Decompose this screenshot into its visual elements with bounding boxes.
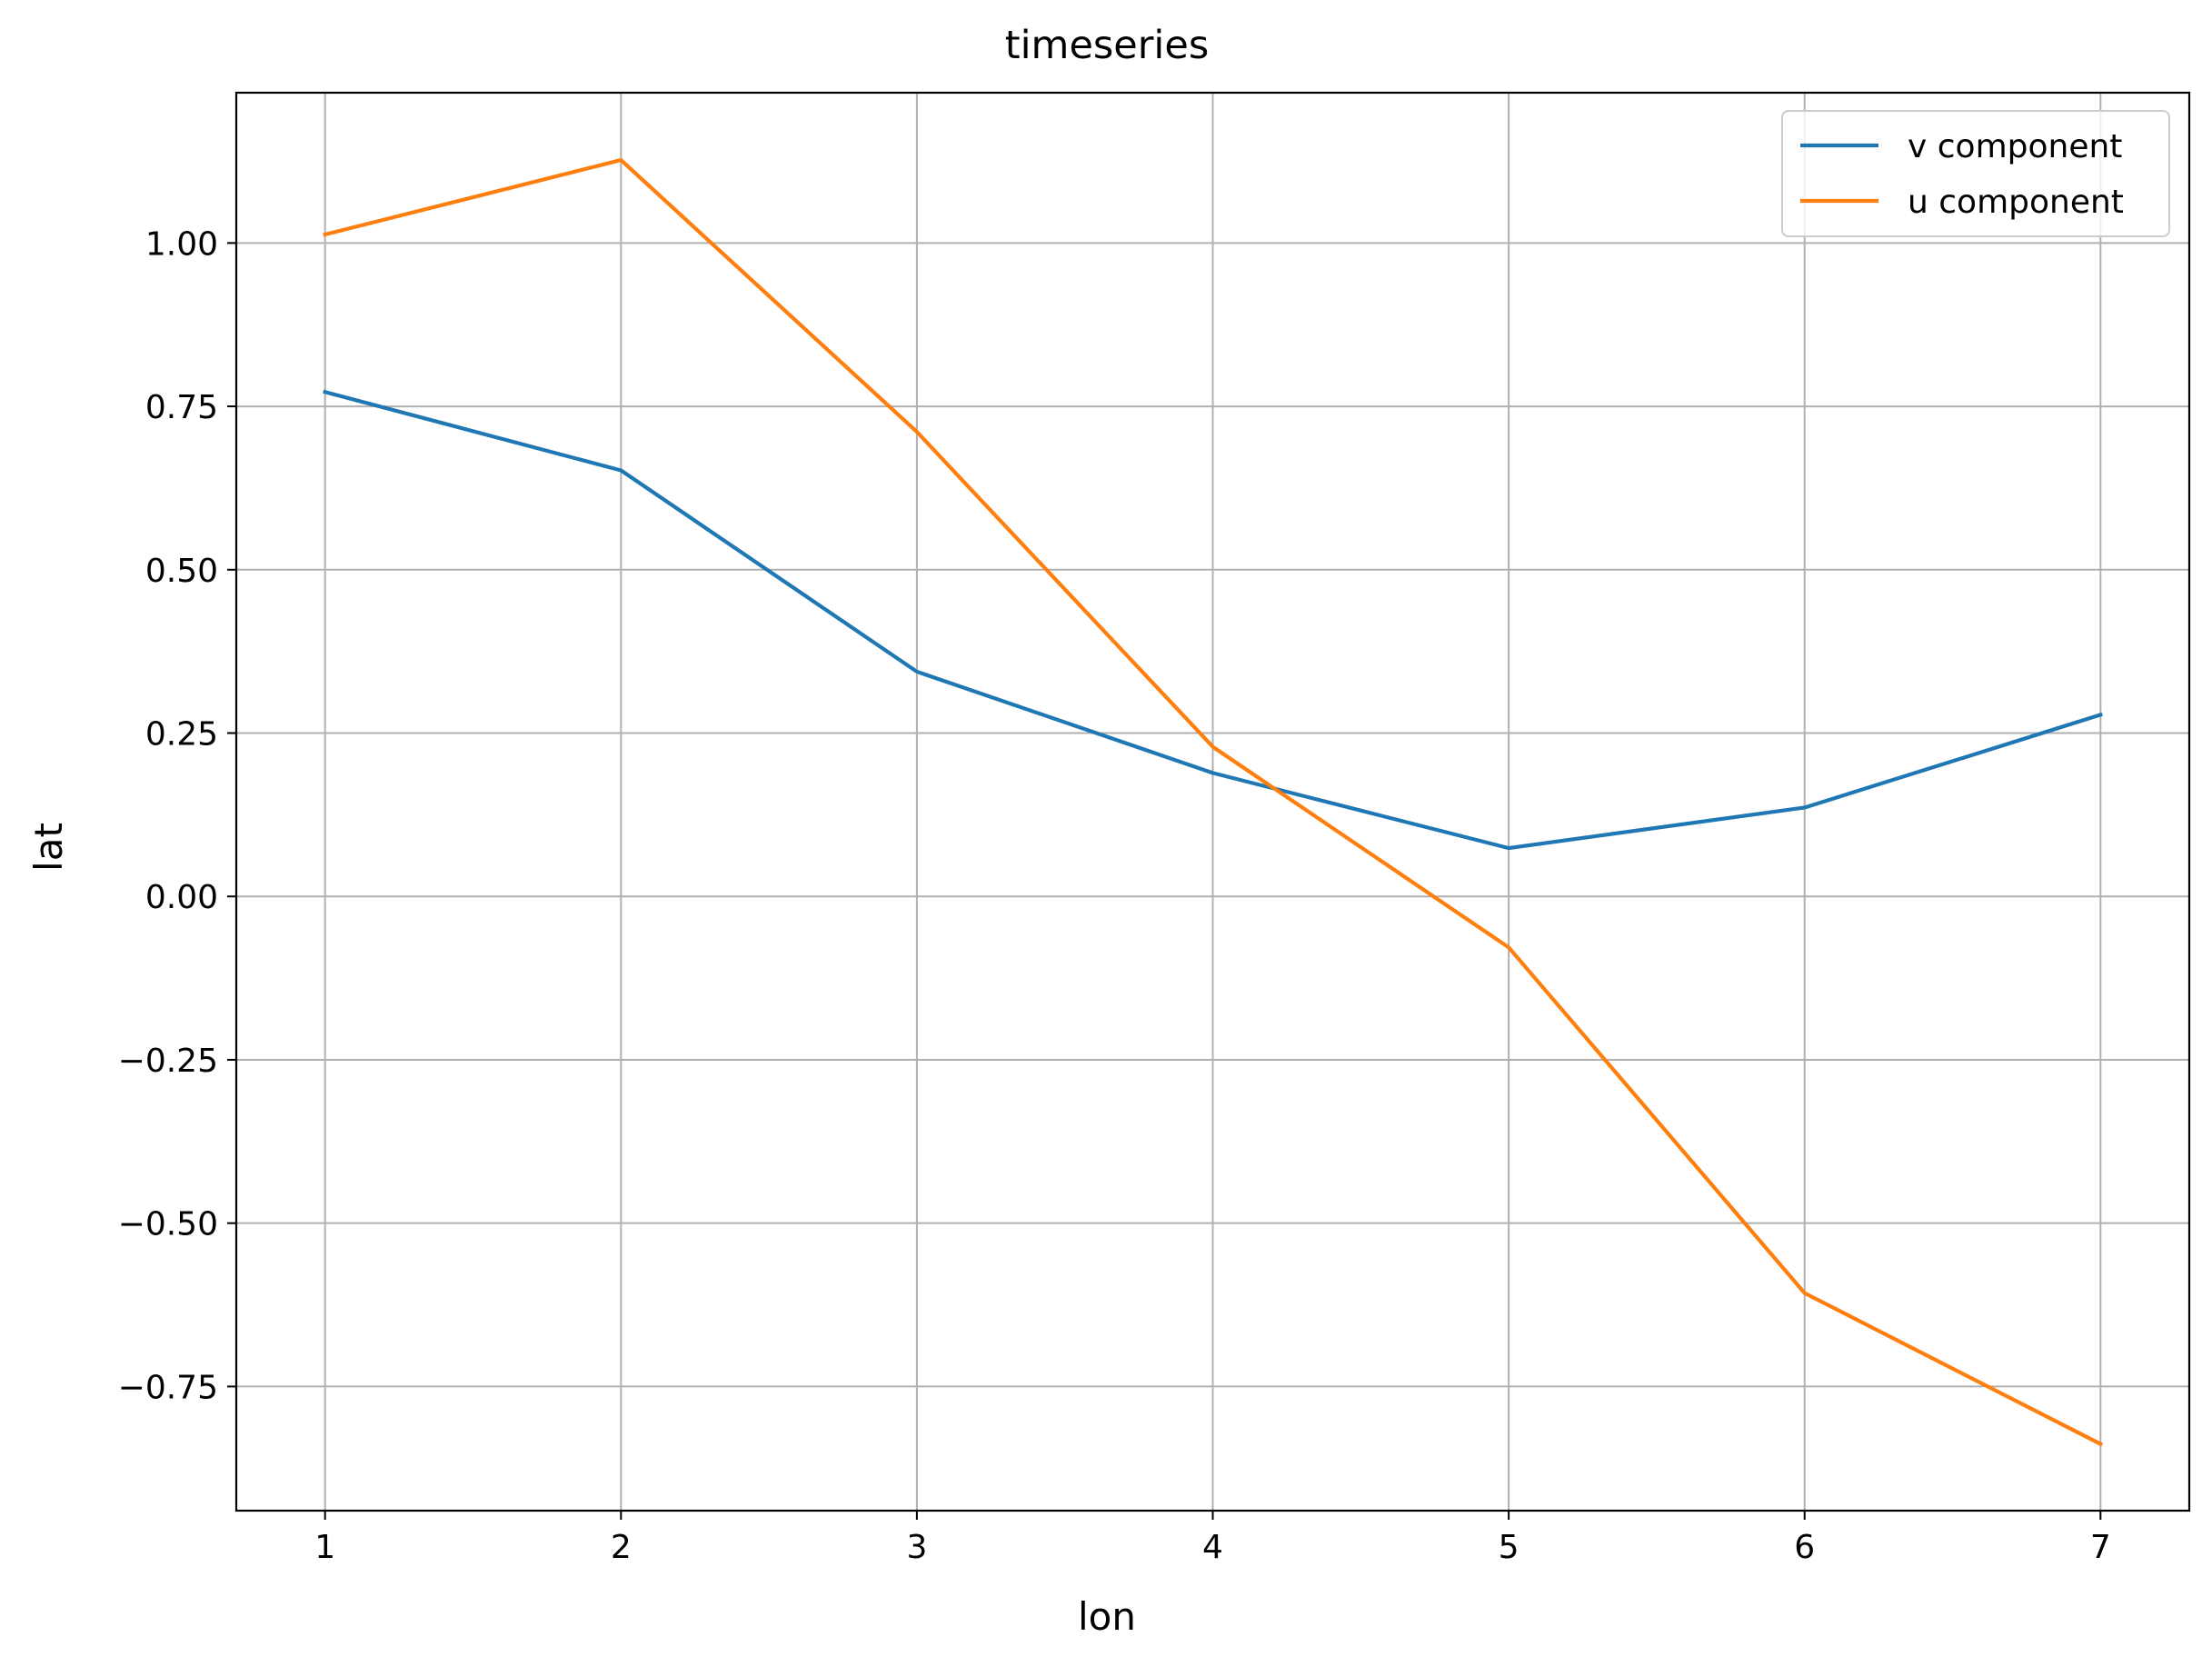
x-tick-label: 5 [1499,1529,1520,1566]
x-tick-label: 3 [906,1529,927,1566]
y-tick-label: −0.50 [118,1206,218,1243]
x-tick-label: 2 [611,1529,632,1566]
y-tick-label: −0.25 [118,1043,218,1080]
y-axis-label: lat [26,823,71,872]
x-tick-label: 1 [314,1529,335,1566]
legend-box [1781,110,2170,237]
y-tick-label: 0.00 [145,879,218,916]
x-tick-label: 4 [1202,1529,1223,1566]
series-line-u-component [323,157,2104,1447]
x-axis-label: lon [1078,1594,1136,1639]
y-tick-label: 0.25 [145,716,218,754]
y-tick-label: 0.75 [145,389,218,426]
legend-label: v component [1908,128,2122,165]
x-tick-label: 6 [1794,1529,1815,1566]
legend-label: u component [1908,184,2124,221]
y-tick-label: 1.00 [145,225,218,263]
x-tick-label: 7 [2090,1529,2111,1566]
y-tick-label: −0.75 [118,1369,218,1406]
chart-title: timeseries [1005,23,1210,68]
axis-ticks: 1 2 3 4 5 6 7 1.00 0.75 0.50 0.25 0.00 −0.25 −0.50 −0.… [118,225,2111,1566]
legend: v component u component [1781,110,2170,237]
series-lines [323,157,2104,1447]
grid [236,93,2189,1511]
series-line-v-component [323,389,2103,851]
y-tick-label: 0.50 [145,553,218,590]
